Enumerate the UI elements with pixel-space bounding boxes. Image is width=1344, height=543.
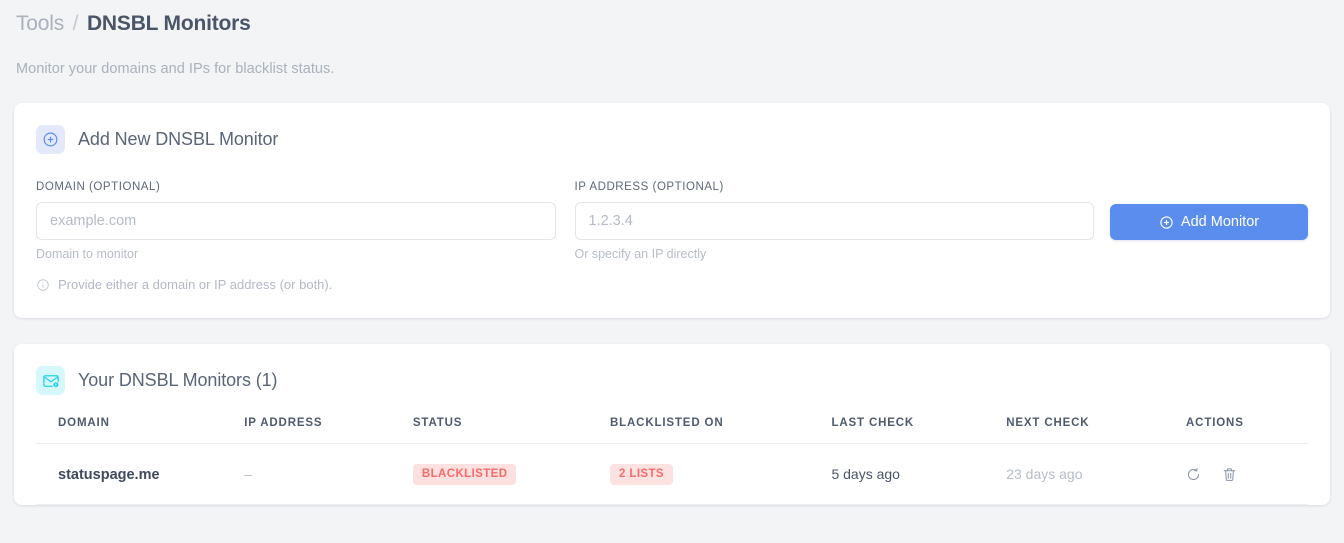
cell-next-check: 23 days ago [1006, 443, 1187, 505]
blacklist-count-badge[interactable]: 2 LISTS [610, 464, 673, 485]
monitor-ip-value: – [244, 466, 253, 483]
cell-status: BLACKLISTED [412, 443, 610, 505]
domain-input[interactable] [36, 202, 556, 240]
domain-field-label: DOMAIN (OPTIONAL) [36, 181, 161, 193]
add-monitor-button-wrap: Add Monitor [1110, 181, 1308, 240]
monitors-list-header: Your DNSBL Monitors (1) [36, 366, 1308, 395]
ip-field-hint: Or specify an IP directly [574, 247, 707, 261]
row-actions [1186, 467, 1308, 482]
column-header-ip-address[interactable]: IP ADDRESS [244, 417, 413, 444]
add-monitor-card-header: Add New DNSBL Monitor [36, 125, 1308, 154]
add-monitor-card: Add New DNSBL Monitor DOMAIN (OPTIONAL) … [14, 103, 1330, 318]
table-row[interactable]: statuspage.me – BLACKLISTED 2 LISTS 5 da… [36, 443, 1308, 505]
breadcrumb-separator: / [72, 12, 79, 35]
ip-address-input[interactable] [574, 202, 1094, 240]
column-header-blacklisted-on[interactable]: BLACKLISTED ON [610, 417, 832, 444]
cell-last-check: 5 days ago [831, 443, 1007, 505]
plus-circle-icon [36, 125, 65, 154]
refresh-icon[interactable] [1186, 467, 1201, 482]
column-header-status[interactable]: STATUS [412, 417, 610, 444]
cell-ip-address: – [244, 443, 413, 505]
table-header-row: DOMAIN IP ADDRESS STATUS BLACKLISTED ON … [36, 417, 1308, 444]
form-note-text: Provide either a domain or IP address (o… [58, 277, 333, 292]
column-header-domain[interactable]: DOMAIN [36, 417, 245, 444]
monitors-list-title: Your DNSBL Monitors (1) [78, 370, 278, 390]
add-monitor-form: DOMAIN (OPTIONAL) Domain to monitor IP A… [36, 181, 1308, 261]
ip-field-label: IP ADDRESS (OPTIONAL) [574, 181, 724, 193]
ip-field-group: IP ADDRESS (OPTIONAL) Or specify an IP d… [574, 181, 1094, 261]
column-header-actions: ACTIONS [1186, 417, 1308, 444]
cell-domain: statuspage.me [36, 443, 245, 505]
last-check-value: 5 days ago [831, 466, 900, 483]
form-note: Provide either a domain or IP address (o… [36, 277, 1308, 292]
column-header-next-check[interactable]: NEXT CHECK [1006, 417, 1187, 444]
monitor-domain-value: statuspage.me [58, 466, 160, 483]
domain-field-hint: Domain to monitor [36, 247, 139, 261]
info-circle-icon [36, 278, 50, 292]
breadcrumb: Tools / DNSBL Monitors [14, 0, 1330, 38]
add-monitor-button-label: Add Monitor [1180, 214, 1260, 230]
add-monitor-button[interactable]: Add Monitor [1110, 204, 1308, 240]
monitors-list-card: Your DNSBL Monitors (1) DOMAIN IP ADDRES… [14, 344, 1330, 505]
monitors-table-body: statuspage.me – BLACKLISTED 2 LISTS 5 da… [36, 443, 1308, 505]
domain-field-group: DOMAIN (OPTIONAL) Domain to monitor [36, 181, 556, 261]
page-root: Tools / DNSBL Monitors Monitor your doma… [14, 0, 1330, 505]
breadcrumb-parent[interactable]: Tools [16, 12, 65, 35]
column-header-last-check[interactable]: LAST CHECK [831, 417, 1007, 444]
cell-blacklisted-on: 2 LISTS [610, 443, 832, 505]
mail-alert-icon [36, 366, 65, 395]
page-subtitle: Monitor your domains and IPs for blackli… [16, 61, 335, 77]
trash-icon[interactable] [1222, 467, 1237, 482]
status-badge: BLACKLISTED [412, 464, 517, 485]
monitors-table-head: DOMAIN IP ADDRESS STATUS BLACKLISTED ON … [36, 417, 1308, 444]
plus-circle-icon-button [1159, 215, 1174, 230]
add-monitor-title: Add New DNSBL Monitor [78, 129, 279, 149]
page-title: DNSBL Monitors [86, 12, 251, 35]
next-check-value: 23 days ago [1006, 466, 1083, 483]
monitors-table: DOMAIN IP ADDRESS STATUS BLACKLISTED ON … [36, 417, 1308, 505]
cell-actions [1186, 443, 1308, 505]
